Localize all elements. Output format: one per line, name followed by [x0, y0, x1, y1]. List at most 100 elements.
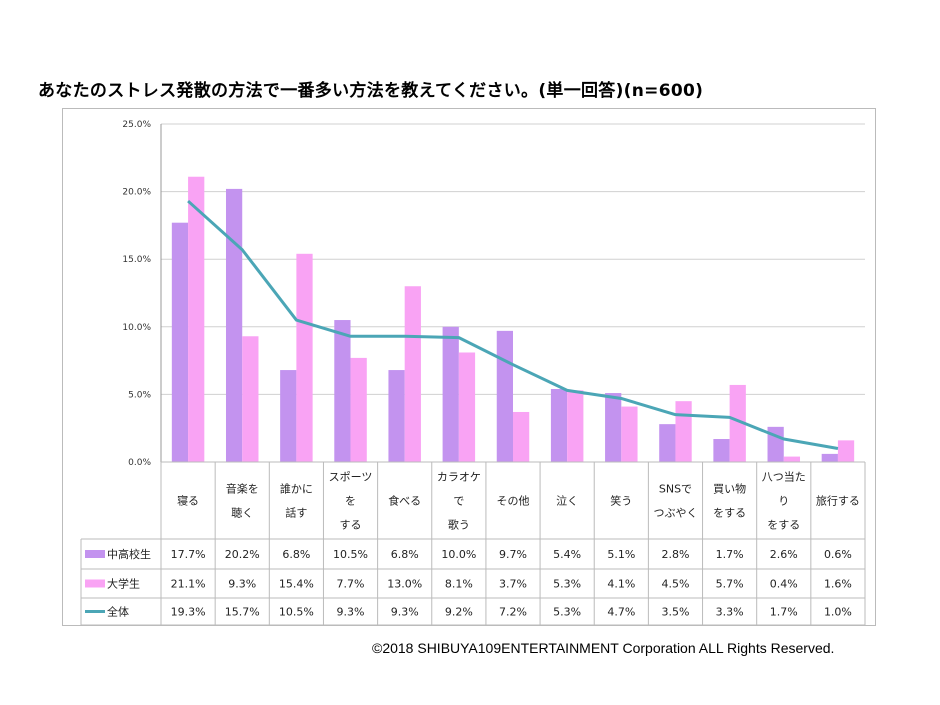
chart-frame: 0.0% 5.0% 10.0% 15.0% 20.0% 25.0% 寝る 音楽を 聴く 誰かに 話す…	[62, 108, 876, 626]
bar-大学生	[513, 411, 530, 462]
category-label: 聴く	[231, 507, 253, 520]
data-label: 9.3%	[337, 606, 365, 619]
data-label: 5.4%	[553, 548, 581, 561]
data-label: 10.5%	[279, 606, 314, 619]
data-label: 6.8%	[282, 548, 310, 561]
category-label: り	[778, 495, 789, 508]
data-label: 9.3%	[228, 578, 256, 591]
legend-label: 中高校生	[107, 547, 151, 561]
category-label: 泣く	[556, 494, 578, 508]
category-label: 話す	[285, 506, 307, 520]
data-label: 5.3%	[553, 606, 581, 619]
data-label: 2.6%	[770, 548, 798, 561]
bar-大学生	[837, 440, 855, 462]
bar-中高校生	[659, 424, 676, 462]
data-label: 5.3%	[553, 578, 581, 591]
bar-大学生	[729, 384, 746, 462]
bar-中高校生	[280, 370, 297, 462]
category-label: 食べる	[388, 494, 421, 508]
category-label: スポーツ	[329, 471, 373, 484]
data-label: 10.5%	[333, 548, 368, 561]
category-label: を	[345, 495, 356, 508]
category-label: をする	[767, 519, 800, 532]
data-label: 3.3%	[716, 606, 744, 619]
bar-大学生	[458, 352, 476, 462]
bar-中高校生	[713, 439, 730, 462]
category-label: つぶやく	[653, 507, 697, 520]
data-label: 9.7%	[499, 548, 527, 561]
category-label: で	[453, 495, 464, 508]
data-label: 13.0%	[387, 578, 422, 591]
bar-中高校生	[605, 393, 622, 462]
data-label: 21.1%	[171, 578, 206, 591]
data-label: 19.3%	[171, 606, 206, 619]
bar-中高校生	[225, 188, 243, 462]
bar-大学生	[783, 456, 801, 462]
bar-大学生	[567, 390, 584, 462]
data-label: 3.7%	[499, 578, 527, 591]
category-label: 音楽を	[226, 482, 259, 496]
data-label: 5.7%	[716, 578, 744, 591]
bar-大学生	[242, 336, 259, 462]
data-label: 4.5%	[661, 578, 689, 591]
bar-中高校生	[334, 320, 351, 462]
data-label: 1.7%	[770, 606, 798, 619]
data-label: 15.7%	[225, 606, 260, 619]
data-label: 1.0%	[824, 606, 852, 619]
category-label: 旅行する	[816, 494, 860, 508]
bar-中高校生	[496, 330, 513, 462]
category-label: 寝る	[177, 494, 199, 508]
data-label: 0.6%	[824, 548, 852, 561]
legend-swatch-大学生	[85, 579, 105, 588]
category-label: その他	[497, 495, 530, 508]
data-label: 2.8%	[661, 548, 689, 561]
bar-大学生	[404, 286, 421, 462]
bar-中高校生	[821, 453, 838, 462]
copyright: ©2018 SHIBUYA109ENTERTAINMENT Corporatio…	[372, 640, 835, 656]
data-label: 20.2%	[225, 548, 260, 561]
category-label: 笑う	[610, 494, 632, 508]
y-tick-label: 25.0%	[122, 120, 151, 130]
category-label: 歌う	[448, 518, 470, 532]
bar-大学生	[296, 253, 313, 462]
data-label: 9.2%	[445, 606, 473, 619]
data-label: 1.7%	[716, 548, 744, 561]
y-tick-label: 0.0%	[128, 458, 151, 468]
data-label: 9.3%	[391, 606, 419, 619]
legend-label: 大学生	[107, 577, 140, 591]
data-label: 10.0%	[441, 548, 476, 561]
data-label: 0.4%	[770, 578, 798, 591]
data-label: 6.8%	[391, 548, 419, 561]
y-tick-label: 10.0%	[122, 323, 151, 333]
legend-label: 全体	[107, 605, 129, 619]
bar-大学生	[188, 176, 205, 462]
category-label: SNSで	[659, 483, 692, 496]
category-label: をする	[713, 507, 746, 520]
data-label: 7.7%	[337, 578, 365, 591]
bar-大学生	[675, 401, 692, 462]
data-label: 4.7%	[607, 606, 635, 619]
data-label: 1.6%	[824, 578, 852, 591]
bar-大学生	[350, 357, 367, 462]
category-label: 誰かに	[280, 482, 313, 496]
bar-中高校生	[442, 326, 459, 462]
bar-中高校生	[171, 222, 189, 462]
category-label: 買い物	[713, 482, 746, 496]
category-label: カラオケ	[437, 471, 481, 484]
data-label: 4.1%	[607, 578, 635, 591]
category-label: する	[340, 519, 362, 532]
data-label: 17.7%	[171, 548, 206, 561]
y-tick-label: 15.0%	[122, 255, 151, 265]
data-label: 8.1%	[445, 578, 473, 591]
data-label: 3.5%	[661, 606, 689, 619]
data-label: 5.1%	[607, 548, 635, 561]
data-label: 15.4%	[279, 578, 314, 591]
bar-中高校生	[388, 370, 405, 462]
line-全体	[187, 199, 839, 450]
bar-中高校生	[550, 388, 568, 462]
category-label: 八つ当た	[762, 470, 806, 484]
data-label: 7.2%	[499, 606, 527, 619]
bar-大学生	[621, 406, 638, 462]
y-tick-label: 20.0%	[122, 188, 151, 198]
